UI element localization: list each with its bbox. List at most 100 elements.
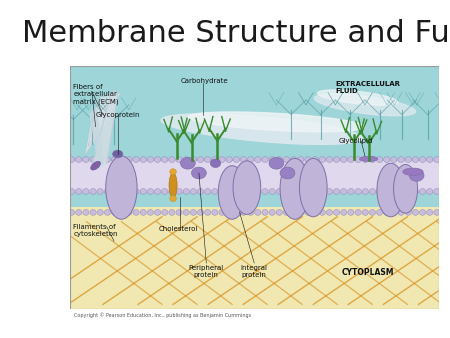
Ellipse shape xyxy=(76,157,82,163)
Ellipse shape xyxy=(90,189,96,194)
Ellipse shape xyxy=(427,210,433,215)
Ellipse shape xyxy=(319,210,325,215)
Polygon shape xyxy=(88,102,118,146)
Ellipse shape xyxy=(284,189,290,194)
Ellipse shape xyxy=(312,210,318,215)
Ellipse shape xyxy=(133,157,139,163)
Text: Peripheral
protein: Peripheral protein xyxy=(189,265,224,279)
Ellipse shape xyxy=(212,189,218,194)
Ellipse shape xyxy=(162,157,168,163)
Ellipse shape xyxy=(83,157,89,163)
Ellipse shape xyxy=(248,210,254,215)
Ellipse shape xyxy=(284,210,290,215)
Ellipse shape xyxy=(226,157,232,163)
Ellipse shape xyxy=(76,189,82,194)
Ellipse shape xyxy=(377,210,383,215)
Ellipse shape xyxy=(90,210,96,215)
Ellipse shape xyxy=(319,189,325,194)
Text: Carbohydrate: Carbohydrate xyxy=(180,77,228,83)
Ellipse shape xyxy=(190,189,197,194)
Ellipse shape xyxy=(319,157,325,163)
Ellipse shape xyxy=(341,210,347,215)
Ellipse shape xyxy=(205,157,211,163)
Ellipse shape xyxy=(233,210,239,215)
Ellipse shape xyxy=(276,157,283,163)
Ellipse shape xyxy=(190,210,197,215)
Ellipse shape xyxy=(291,157,297,163)
Ellipse shape xyxy=(162,210,168,215)
Ellipse shape xyxy=(391,189,397,194)
Ellipse shape xyxy=(112,150,123,158)
Ellipse shape xyxy=(90,157,96,163)
Ellipse shape xyxy=(255,157,261,163)
Ellipse shape xyxy=(83,210,89,215)
Ellipse shape xyxy=(419,157,426,163)
Ellipse shape xyxy=(362,210,369,215)
Ellipse shape xyxy=(297,189,304,194)
Ellipse shape xyxy=(369,189,376,194)
Ellipse shape xyxy=(326,210,333,215)
Ellipse shape xyxy=(398,210,404,215)
Ellipse shape xyxy=(419,210,426,215)
Ellipse shape xyxy=(169,157,175,163)
Ellipse shape xyxy=(133,210,139,215)
Ellipse shape xyxy=(262,210,268,215)
Ellipse shape xyxy=(240,210,247,215)
Ellipse shape xyxy=(104,189,111,194)
Ellipse shape xyxy=(219,157,225,163)
Ellipse shape xyxy=(405,189,411,194)
Text: EXTRACELLULAR
FLUID: EXTRACELLULAR FLUID xyxy=(335,80,400,94)
Ellipse shape xyxy=(183,210,189,215)
Ellipse shape xyxy=(276,210,283,215)
Ellipse shape xyxy=(210,159,220,168)
Text: Copyright © Pearson Education, Inc., publishing as Benjamin Cummings: Copyright © Pearson Education, Inc., pub… xyxy=(74,313,252,318)
Ellipse shape xyxy=(147,157,153,163)
Ellipse shape xyxy=(269,158,284,169)
Ellipse shape xyxy=(355,189,361,194)
Ellipse shape xyxy=(398,189,404,194)
Ellipse shape xyxy=(154,210,161,215)
Text: Glycoprotein: Glycoprotein xyxy=(95,112,140,118)
Ellipse shape xyxy=(427,157,433,163)
Ellipse shape xyxy=(169,210,175,215)
Ellipse shape xyxy=(205,210,211,215)
Ellipse shape xyxy=(126,157,132,163)
Ellipse shape xyxy=(126,189,132,194)
Ellipse shape xyxy=(312,157,318,163)
Ellipse shape xyxy=(76,210,82,215)
Ellipse shape xyxy=(269,210,275,215)
Ellipse shape xyxy=(119,189,125,194)
Ellipse shape xyxy=(403,168,423,175)
Ellipse shape xyxy=(341,189,347,194)
Ellipse shape xyxy=(291,189,297,194)
Ellipse shape xyxy=(326,157,333,163)
Ellipse shape xyxy=(297,157,304,163)
Ellipse shape xyxy=(291,210,297,215)
Ellipse shape xyxy=(198,210,204,215)
Ellipse shape xyxy=(377,157,383,163)
Ellipse shape xyxy=(326,189,333,194)
Ellipse shape xyxy=(190,157,197,163)
Ellipse shape xyxy=(269,157,275,163)
Polygon shape xyxy=(92,93,122,137)
Ellipse shape xyxy=(205,189,211,194)
Polygon shape xyxy=(161,114,362,144)
Ellipse shape xyxy=(212,157,218,163)
Text: Membrane Structure and Function: Membrane Structure and Function xyxy=(22,19,450,48)
Ellipse shape xyxy=(170,195,176,201)
Ellipse shape xyxy=(348,157,354,163)
Ellipse shape xyxy=(248,189,254,194)
Ellipse shape xyxy=(299,159,327,217)
Ellipse shape xyxy=(176,157,182,163)
Ellipse shape xyxy=(412,189,418,194)
Ellipse shape xyxy=(297,210,304,215)
Ellipse shape xyxy=(391,157,397,163)
Ellipse shape xyxy=(97,189,104,194)
Ellipse shape xyxy=(119,157,125,163)
Ellipse shape xyxy=(384,189,390,194)
Ellipse shape xyxy=(240,189,247,194)
Polygon shape xyxy=(85,112,114,156)
Ellipse shape xyxy=(147,189,153,194)
Ellipse shape xyxy=(104,157,111,163)
Ellipse shape xyxy=(333,210,340,215)
